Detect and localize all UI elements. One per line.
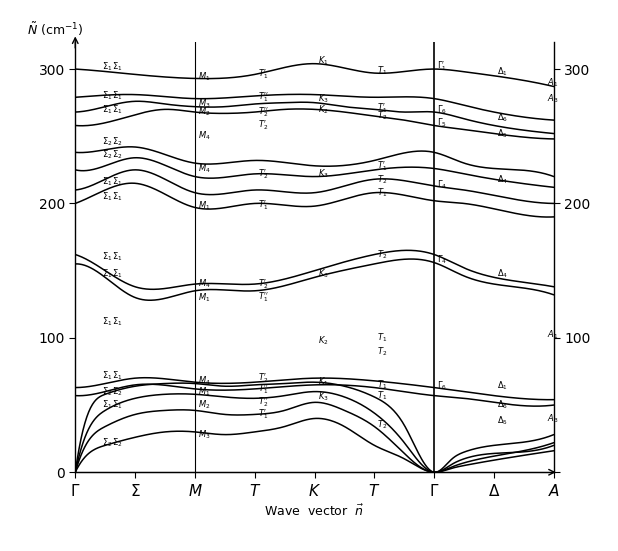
- Text: $K_3$: $K_3$: [318, 267, 328, 279]
- Text: $\Delta_4$: $\Delta_4$: [497, 173, 508, 186]
- Text: $T_1$: $T_1$: [378, 332, 387, 344]
- Text: $\Sigma_1$: $\Sigma_1$: [112, 191, 123, 203]
- Text: $M_3$: $M_3$: [198, 428, 211, 441]
- Text: $T_1$: $T_1$: [378, 390, 387, 402]
- Text: $T_2^{\prime}$: $T_2^{\prime}$: [258, 119, 268, 132]
- Text: $T_2^{\prime\prime}$: $T_2^{\prime\prime}$: [258, 396, 269, 409]
- Text: $\Delta_6$: $\Delta_6$: [497, 111, 508, 123]
- Text: $\Sigma_1$: $\Sigma_1$: [112, 267, 123, 279]
- Text: $\Gamma_4$: $\Gamma_4$: [437, 253, 447, 266]
- Text: $\Sigma_1$: $\Sigma_1$: [102, 191, 112, 203]
- Text: $K_2$: $K_2$: [318, 334, 328, 347]
- Text: $K_3$: $K_3$: [318, 93, 328, 105]
- Text: $\Sigma_1$: $\Sigma_1$: [112, 176, 123, 188]
- Text: $A_3$: $A_3$: [547, 412, 558, 425]
- Text: $T_1^{\prime\prime}$: $T_1^{\prime\prime}$: [258, 90, 269, 104]
- Text: $\Delta_5$: $\Delta_5$: [497, 415, 508, 428]
- Text: $M_2$: $M_2$: [198, 106, 210, 118]
- Text: $\Sigma_1$: $\Sigma_1$: [112, 399, 123, 411]
- Text: $K_1$: $K_1$: [318, 376, 328, 388]
- Text: $\Delta_6$: $\Delta_6$: [497, 399, 508, 411]
- Text: $\Sigma_1$: $\Sigma_1$: [102, 60, 112, 73]
- Text: $T_1^{\prime}$: $T_1^{\prime}$: [258, 408, 268, 421]
- Text: $\Delta_1$: $\Delta_1$: [497, 66, 508, 78]
- Text: $T_1^{\prime\prime}$: $T_1^{\prime\prime}$: [258, 291, 269, 304]
- Text: $\Sigma_1$: $\Sigma_1$: [102, 399, 112, 411]
- Text: $T_1$: $T_1$: [378, 186, 387, 199]
- Text: $T_2^{\prime}$: $T_2^{\prime}$: [258, 167, 268, 181]
- X-axis label: Wave  vector  $\vec{n}$: Wave vector $\vec{n}$: [265, 504, 365, 520]
- Text: $T_1$: $T_1$: [378, 379, 387, 391]
- Text: $T_2$: $T_2$: [378, 110, 387, 122]
- Text: $M_4$: $M_4$: [198, 375, 211, 387]
- Text: $\Gamma_4$: $\Gamma_4$: [437, 179, 447, 191]
- Text: $T_1^{\prime}$: $T_1^{\prime}$: [258, 198, 268, 212]
- Text: $\Sigma_1$: $\Sigma_1$: [102, 316, 112, 328]
- Text: $A_3$: $A_3$: [547, 93, 558, 105]
- Text: $T_1^{\prime}$: $T_1^{\prime}$: [378, 159, 387, 172]
- Text: $K_3$: $K_3$: [318, 168, 328, 180]
- Text: $T_2^{\prime\prime}$: $T_2^{\prime\prime}$: [258, 105, 269, 119]
- Text: $\Sigma_2$: $\Sigma_2$: [102, 385, 112, 398]
- Text: $M_2$: $M_2$: [198, 399, 210, 411]
- Text: $\Sigma_2$: $\Sigma_2$: [102, 149, 112, 161]
- Text: $\Sigma_1$: $\Sigma_1$: [102, 267, 112, 279]
- Text: $\Gamma_5$: $\Gamma_5$: [437, 117, 447, 129]
- Text: $T_1^{\prime}$: $T_1^{\prime}$: [378, 101, 387, 115]
- Text: $\Sigma_2$: $\Sigma_2$: [102, 436, 112, 449]
- Text: $\Delta_1$: $\Delta_1$: [497, 380, 508, 392]
- Text: $\Delta_4$: $\Delta_4$: [497, 267, 508, 279]
- Text: $\tilde{N}$ (cm$^{-1}$): $\tilde{N}$ (cm$^{-1}$): [27, 20, 84, 38]
- Text: $\Sigma_2$: $\Sigma_2$: [112, 385, 123, 398]
- Text: $\Sigma_2$: $\Sigma_2$: [112, 136, 123, 148]
- Text: $K_1$: $K_1$: [318, 55, 328, 67]
- Text: $T_2$: $T_2$: [378, 249, 387, 261]
- Text: $T_2^{\prime}$: $T_2^{\prime}$: [258, 277, 268, 291]
- Text: $K_2$: $K_2$: [318, 103, 328, 116]
- Text: $\Sigma_1$: $\Sigma_1$: [112, 369, 123, 382]
- Text: $\Sigma_1$: $\Sigma_1$: [112, 90, 123, 102]
- Text: $\Sigma_1$: $\Sigma_1$: [112, 103, 123, 116]
- Text: $M_4$: $M_4$: [198, 278, 211, 290]
- Text: $\Sigma_1$: $\Sigma_1$: [112, 60, 123, 73]
- Text: $M_1$: $M_1$: [198, 71, 210, 83]
- Text: $M_4$: $M_4$: [198, 130, 211, 143]
- Text: $\Gamma_6$: $\Gamma_6$: [437, 103, 447, 116]
- Text: $\Sigma_2$: $\Sigma_2$: [112, 149, 123, 161]
- Text: $M_1$: $M_1$: [198, 200, 210, 212]
- Text: $\Sigma_1$: $\Sigma_1$: [112, 316, 123, 328]
- Text: $M_3$: $M_3$: [198, 98, 211, 110]
- Text: $A_1$: $A_1$: [547, 329, 558, 342]
- Text: $\Sigma_1$: $\Sigma_1$: [102, 251, 112, 263]
- Text: $M_1$: $M_1$: [198, 385, 210, 398]
- Text: $\Sigma_1$: $\Sigma_1$: [102, 369, 112, 382]
- Text: $A_1$: $A_1$: [547, 76, 558, 89]
- Text: $\Gamma_1^{\prime}$: $\Gamma_1^{\prime}$: [437, 60, 447, 73]
- Text: $\Sigma_2$: $\Sigma_2$: [102, 136, 112, 148]
- Text: $\Sigma_1$: $\Sigma_1$: [102, 103, 112, 116]
- Text: $K_3$: $K_3$: [318, 391, 328, 403]
- Text: $T_2^{\prime}$: $T_2^{\prime}$: [258, 371, 268, 385]
- Text: $\Sigma_2$: $\Sigma_2$: [112, 436, 123, 449]
- Text: $\Delta_5$: $\Delta_5$: [497, 127, 508, 140]
- Text: $T_1^{\prime\prime}$: $T_1^{\prime\prime}$: [258, 382, 269, 396]
- Text: $\Sigma_1$: $\Sigma_1$: [102, 90, 112, 102]
- Text: $T_2$: $T_2$: [378, 419, 387, 431]
- Text: $T_2$: $T_2$: [378, 173, 387, 186]
- Text: $M_1$: $M_1$: [198, 291, 210, 304]
- Text: $M_4$: $M_4$: [198, 162, 211, 175]
- Text: $\Sigma_1$: $\Sigma_1$: [112, 251, 123, 263]
- Text: $\Sigma_1$: $\Sigma_1$: [102, 176, 112, 188]
- Text: $T_1^{\prime}$: $T_1^{\prime}$: [258, 68, 268, 81]
- Text: $T_1$: $T_1$: [378, 64, 387, 77]
- Text: $T_2$: $T_2$: [378, 345, 387, 358]
- Text: $\Gamma_6$: $\Gamma_6$: [437, 380, 447, 392]
